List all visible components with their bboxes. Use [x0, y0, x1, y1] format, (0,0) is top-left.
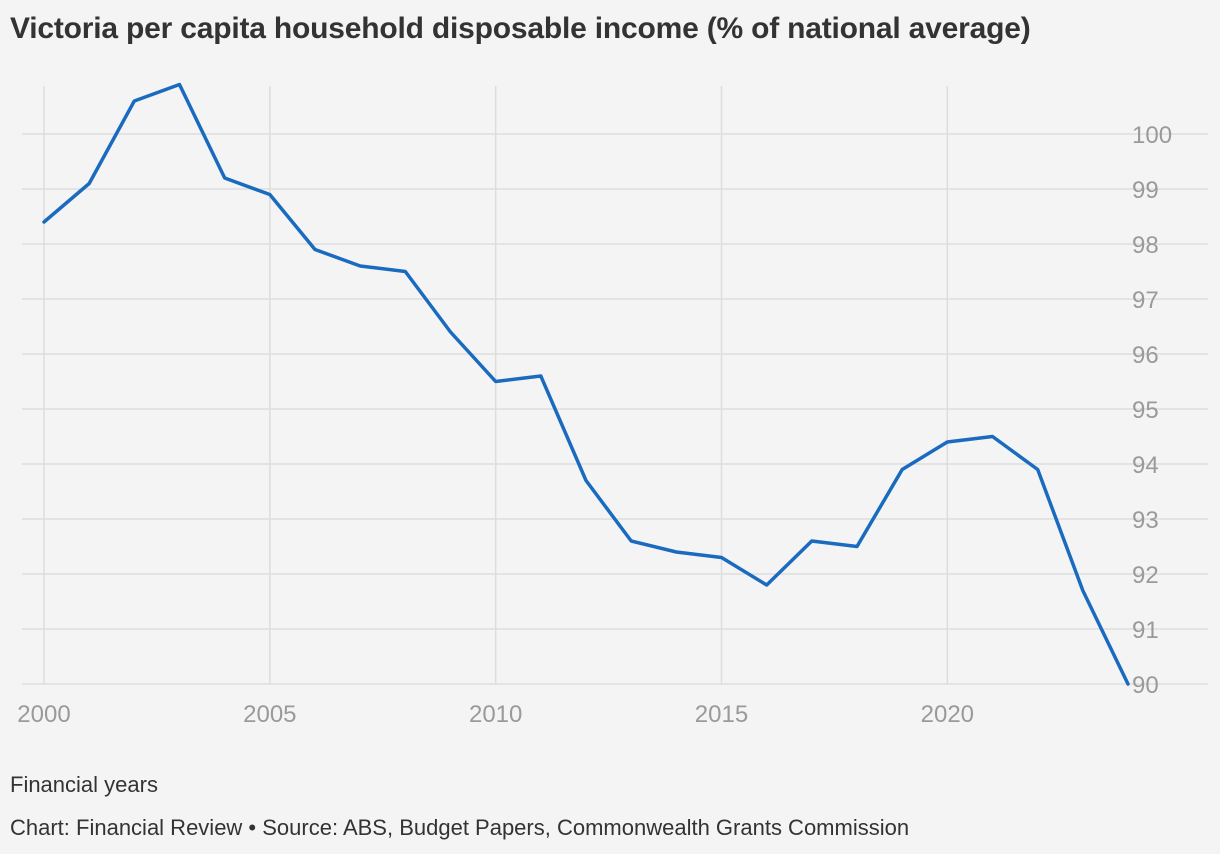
x-tick-label: 2010	[469, 701, 522, 728]
data-point	[720, 556, 724, 560]
data-point	[268, 193, 272, 197]
gridlines	[22, 86, 1208, 685]
data-point	[945, 440, 949, 444]
data-point	[674, 550, 678, 554]
data-point	[132, 99, 136, 103]
data-point	[855, 545, 859, 549]
source-note: Chart: Financial Review • Source: ABS, B…	[10, 815, 910, 840]
data-point	[765, 583, 769, 587]
y-tick-label: 100	[1132, 122, 1172, 149]
y-tick-label: 91	[1132, 617, 1159, 644]
x-tick-label: 2015	[695, 701, 748, 728]
data-point	[313, 248, 317, 252]
x-tick-label: 2000	[17, 701, 70, 728]
data-point	[629, 539, 633, 543]
data-point	[223, 176, 227, 180]
data-point	[42, 220, 46, 224]
y-tick-label: 92	[1132, 562, 1159, 589]
data-point	[1036, 468, 1040, 472]
line-chart: 90 91 92 93 94 95 96 97 98 99 100 2000 2005 2010 2015 2…	[17, 82, 1208, 728]
y-tick-label: 90	[1132, 672, 1159, 699]
x-tick-label: 2005	[243, 701, 296, 728]
y-tick-label: 99	[1132, 177, 1159, 204]
data-point	[178, 83, 182, 87]
data-point	[1126, 682, 1130, 686]
y-tick-label: 96	[1132, 342, 1159, 369]
y-tick-label: 97	[1132, 287, 1159, 314]
series-line	[42, 82, 1130, 686]
data-point	[584, 479, 588, 483]
data-point	[810, 539, 814, 543]
y-tick-label: 94	[1132, 452, 1159, 479]
data-point	[87, 182, 91, 186]
data-point	[403, 270, 407, 274]
y-tick-label: 98	[1132, 232, 1159, 259]
data-point	[494, 380, 498, 384]
series-layer	[42, 82, 1130, 686]
axis-labels: 90 91 92 93 94 95 96 97 98 99 100 2000 2005 2010 2015 2…	[17, 122, 1172, 728]
y-tick-label: 93	[1132, 507, 1159, 534]
data-point	[900, 468, 904, 472]
data-point	[1081, 589, 1085, 593]
y-tick-label: 95	[1132, 397, 1159, 424]
data-point	[991, 435, 995, 439]
data-point	[449, 330, 453, 334]
x-axis-note: Financial years	[10, 772, 158, 797]
data-point	[358, 264, 362, 268]
data-point	[539, 374, 543, 378]
chart-title: Victoria per capita household disposable…	[10, 12, 1031, 45]
x-tick-label: 2020	[921, 701, 974, 728]
